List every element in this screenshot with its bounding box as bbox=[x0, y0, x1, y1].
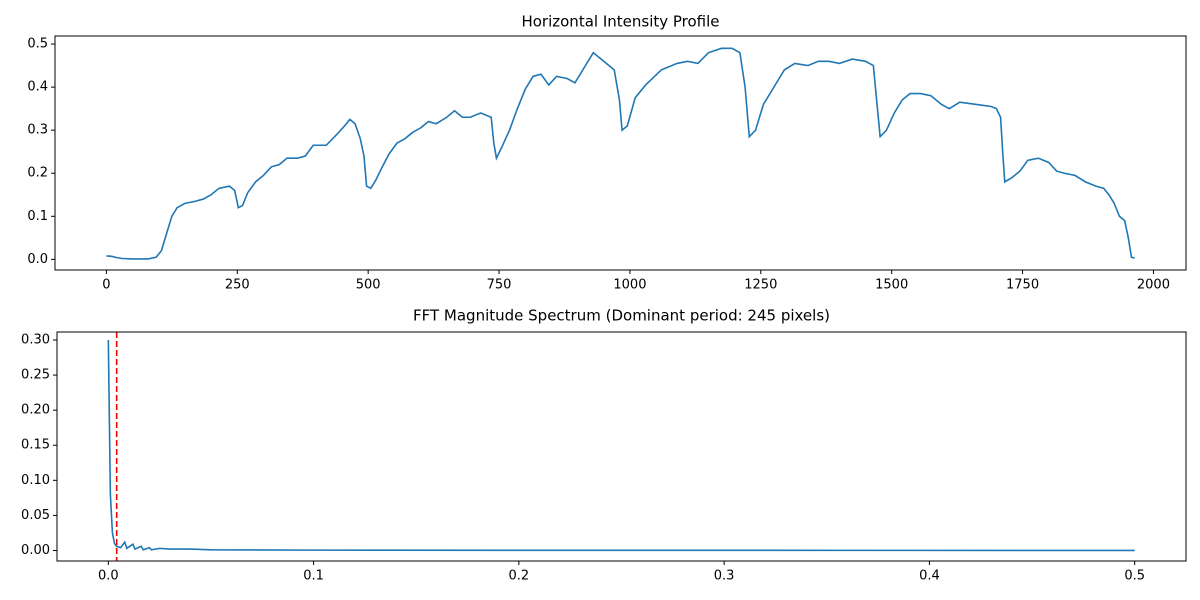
x-tick-label: 0.5 bbox=[1124, 569, 1145, 584]
x-tick-label: 0.0 bbox=[98, 569, 119, 584]
y-tick-label: 0.1 bbox=[27, 209, 48, 224]
x-tick-label: 250 bbox=[225, 278, 250, 293]
x-tick-label: 750 bbox=[487, 278, 512, 293]
x-tick-label: 0.3 bbox=[714, 569, 735, 584]
y-tick-label: 0.15 bbox=[21, 438, 50, 453]
y-tick-label: 0.2 bbox=[27, 166, 48, 181]
y-tick-label: 0.05 bbox=[21, 508, 50, 523]
x-tick-label: 0.2 bbox=[509, 569, 530, 584]
chart-title: Horizontal Intensity Profile bbox=[521, 13, 719, 31]
y-tick-label: 0.5 bbox=[27, 37, 48, 52]
y-tick-label: 0.00 bbox=[21, 543, 50, 558]
x-tick-label: 0.4 bbox=[919, 569, 940, 584]
y-tick-label: 0.30 bbox=[21, 332, 50, 347]
x-tick-label: 0 bbox=[102, 278, 110, 293]
y-tick-label: 0.20 bbox=[21, 403, 50, 418]
x-tick-label: 1250 bbox=[744, 278, 777, 293]
x-tick-label: 500 bbox=[356, 278, 381, 293]
data-line bbox=[107, 339, 1135, 552]
axes-frame bbox=[56, 331, 1187, 562]
x-tick-label: 2000 bbox=[1137, 278, 1170, 293]
data-line bbox=[106, 47, 1135, 260]
y-tick-label: 0.0 bbox=[27, 252, 48, 267]
y-tick-label: 0.10 bbox=[21, 473, 50, 488]
y-tick-label: 0.4 bbox=[27, 80, 48, 95]
axes-frame bbox=[54, 35, 1187, 271]
x-tick-label: 0.1 bbox=[303, 569, 324, 584]
x-tick-label: 1500 bbox=[875, 278, 908, 293]
x-tick-label: 1000 bbox=[613, 278, 646, 293]
chart-title: FFT Magnitude Spectrum (Dominant period:… bbox=[413, 307, 830, 325]
y-tick-label: 0.25 bbox=[21, 368, 50, 383]
y-tick-label: 0.3 bbox=[27, 123, 48, 138]
x-tick-label: 1750 bbox=[1006, 278, 1039, 293]
